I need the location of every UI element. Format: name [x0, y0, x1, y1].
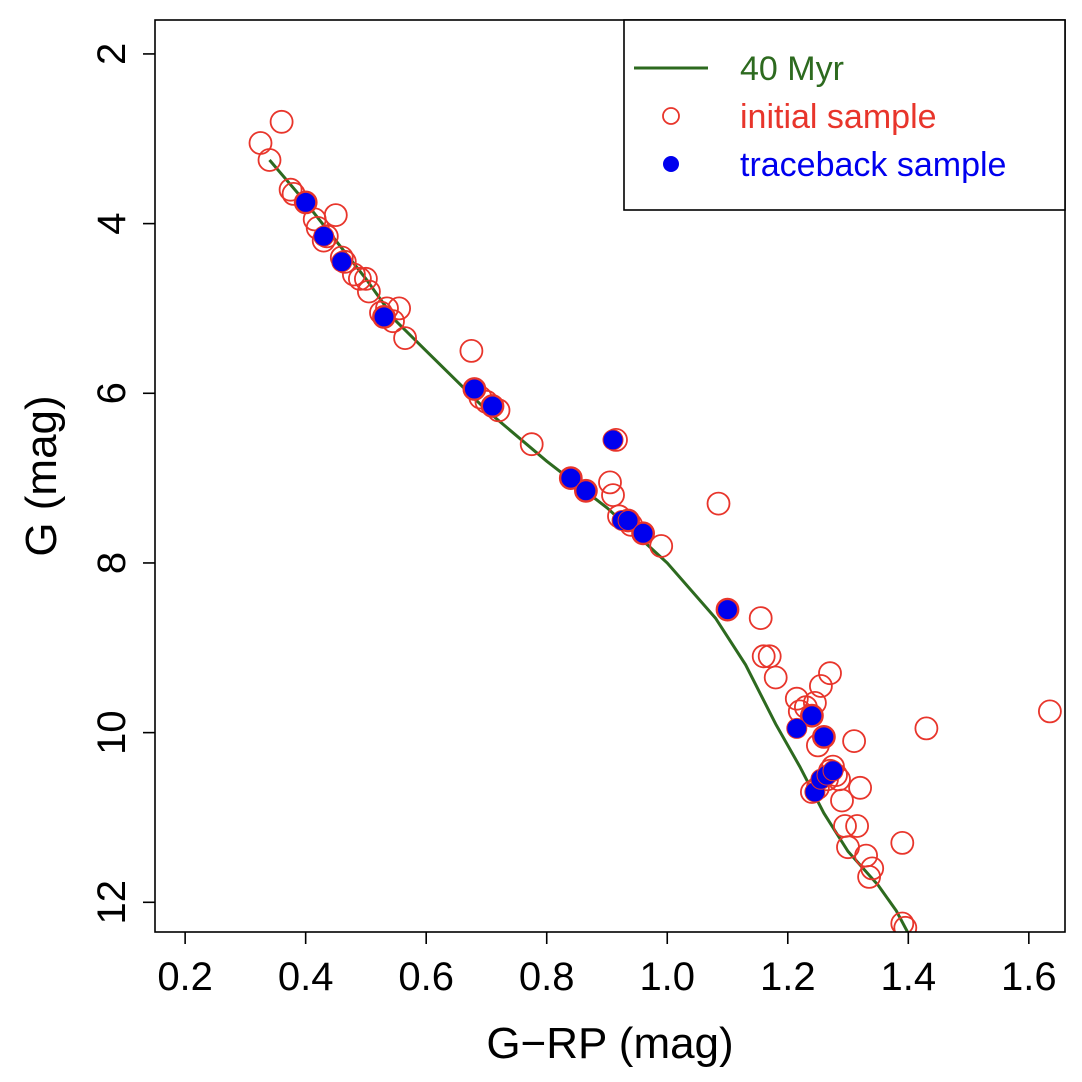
- initial-sample-point: [1038, 699, 1062, 724]
- legend-label: traceback sample: [740, 146, 1006, 184]
- plot-frame: [154, 19, 1066, 933]
- y-tick-label: 8: [90, 552, 134, 574]
- initial-sample-point: [248, 131, 273, 155]
- initial-sample-point: [890, 831, 915, 855]
- x-tick-label: 1.2: [760, 955, 816, 999]
- initial-sample-point: [706, 491, 731, 516]
- initial-sample-point: [890, 911, 915, 932]
- traceback-sample-point: [602, 429, 624, 451]
- initial-sample-point: [323, 203, 348, 228]
- legend-filled-circle-marker: [663, 156, 679, 172]
- initial-sample-point: [601, 483, 625, 508]
- initial-sample-point: [800, 703, 824, 728]
- traceback-sample-point: [801, 705, 823, 727]
- initial-sample-point: [356, 279, 381, 304]
- traceback-sample-point: [373, 306, 395, 328]
- initial-sample-point: [751, 644, 776, 669]
- isochrone-line: [268, 159, 910, 932]
- traceback-sample-point: [617, 510, 639, 531]
- initial-sample-point: [818, 661, 842, 686]
- initial-sample-point: [715, 597, 740, 622]
- x-tick-label: 0.8: [519, 955, 575, 999]
- y-tick-label: 4: [90, 212, 134, 234]
- initial-sample-point: [649, 534, 674, 558]
- traceback-sample-point: [822, 760, 844, 782]
- x-tick-label: 1.0: [639, 955, 695, 999]
- initial-sample-point: [748, 606, 773, 630]
- traceback-sample-point: [560, 467, 582, 489]
- initial-sample-point: [341, 262, 366, 287]
- initial-sample-point: [347, 266, 372, 291]
- initial-sample-point: [480, 394, 505, 418]
- legend-open-circle-marker: [662, 107, 680, 125]
- initial-sample-point: [598, 470, 622, 495]
- initial-sample-point: [763, 665, 788, 690]
- initial-sample-point: [842, 729, 866, 753]
- legend-box: [623, 19, 1066, 211]
- initial-sample-point: [519, 432, 544, 457]
- initial-sample-point: [574, 478, 598, 503]
- initial-sample-point: [848, 775, 872, 800]
- initial-sample-point: [353, 266, 378, 291]
- initial-sample-point: [809, 674, 833, 698]
- initial-sample-point: [558, 466, 583, 491]
- initial-sample-point: [812, 725, 836, 749]
- initial-sample-point: [462, 377, 487, 401]
- x-tick-label: 1.6: [1001, 955, 1057, 999]
- initial-sample-point: [757, 644, 782, 669]
- initial-sample-point: [257, 148, 282, 172]
- traceback-sample-point: [717, 599, 738, 621]
- x-tick-label: 1.4: [881, 955, 937, 999]
- initial-sample-point: [830, 788, 854, 813]
- y-axis-title: G (mag): [17, 395, 66, 556]
- initial-sample-point: [278, 177, 303, 202]
- traceback-sample-point: [632, 522, 654, 544]
- x-tick-label: 0.4: [278, 955, 334, 999]
- legend: 40 Myr initial sample traceback sample: [623, 19, 1066, 211]
- traceback-sample-point: [813, 726, 835, 748]
- traceback-sample-point: [331, 251, 353, 273]
- initial-sample-point: [854, 843, 878, 868]
- x-tick-label: 0.6: [398, 955, 454, 999]
- traceback-sample-point: [313, 225, 335, 247]
- initial-sample-point: [393, 326, 418, 351]
- initial-sample-point: [269, 109, 294, 134]
- legend-label: initial sample: [740, 98, 937, 136]
- initial-sample-point: [459, 338, 484, 363]
- initial-sample-point: [893, 915, 918, 932]
- initial-sample-point: [845, 814, 869, 838]
- initial-sample-point: [914, 716, 939, 741]
- y-tick-label: 10: [90, 710, 134, 755]
- y-tick-label: 6: [90, 382, 134, 404]
- x-axis-title: G−RP (mag): [486, 1019, 733, 1068]
- x-tick-label: 0.2: [157, 955, 213, 999]
- initial-sample-point: [860, 856, 885, 881]
- initial-sample-point: [833, 814, 857, 838]
- traceback-sample-point: [575, 480, 597, 502]
- initial-sample-point: [631, 521, 655, 546]
- y-tick-label: 12: [90, 880, 134, 925]
- traceback-sample-point: [786, 717, 808, 739]
- initial-sample-point: [784, 686, 809, 711]
- y-tick-label: 2: [90, 43, 134, 65]
- traceback-sample-point: [463, 378, 485, 400]
- traceback-sample-point: [295, 191, 317, 213]
- legend-label: 40 Myr: [740, 50, 844, 88]
- traceback-sample-point: [482, 395, 503, 417]
